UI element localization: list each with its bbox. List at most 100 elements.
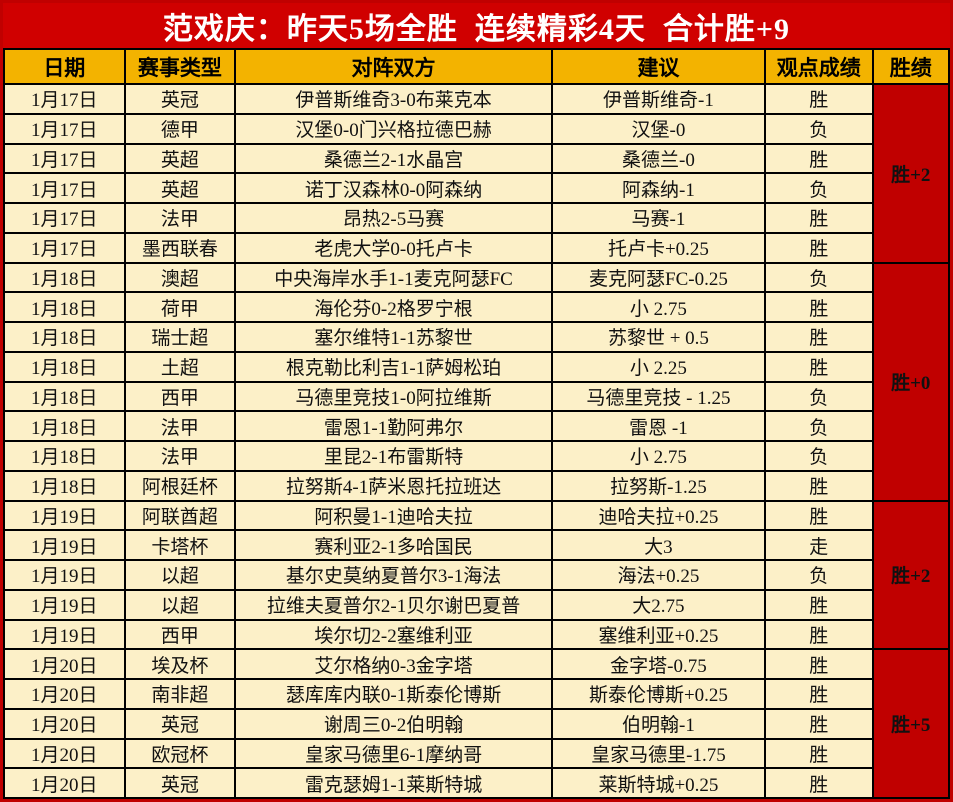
table-row: 1月20日 英冠 雷克瑟姆1-1莱斯特城 莱斯特城+0.25 胜 <box>3 767 949 799</box>
result-cell: 胜 <box>764 202 874 234</box>
column-header-result: 观点成绩 <box>764 48 874 85</box>
table-row: 1月19日 以超 拉维夫夏普尔2-1贝尔谢巴夏普 大2.75 胜 <box>3 588 949 621</box>
league-cell: 英冠 <box>123 707 237 740</box>
league-cell: 阿联酋超 <box>123 499 237 532</box>
league-cell: 荷甲 <box>123 291 237 323</box>
column-header-league: 赛事类型 <box>123 48 237 85</box>
date-cell: 1月20日 <box>3 707 126 740</box>
date-cell: 1月17日 <box>3 142 126 175</box>
tip-cell: 金字塔-0.75 <box>550 648 767 680</box>
tip-cell: 阿森纳-1 <box>550 172 767 204</box>
tip-cell: 大2.75 <box>550 588 767 621</box>
tip-cell: 小 2.75 <box>550 440 767 472</box>
result-cell: 胜 <box>764 291 874 323</box>
match-cell: 阿积曼1-1迪哈夫拉 <box>234 499 553 532</box>
match-cell: 中央海岸水手1-1麦克阿瑟FC <box>234 261 553 294</box>
match-cell: 雷恩1-1勤阿弗尔 <box>234 410 553 442</box>
league-cell: 英冠 <box>123 767 237 799</box>
date-cell: 1月18日 <box>3 380 126 413</box>
tip-cell: 马赛-1 <box>550 202 767 234</box>
result-cell: 负 <box>764 380 874 413</box>
league-cell: 德甲 <box>123 112 237 145</box>
tip-cell: 汉堡-0 <box>550 112 767 145</box>
tip-cell: 托卢卡+0.25 <box>550 231 767 264</box>
match-cell: 塞尔维特1-1苏黎世 <box>234 321 553 353</box>
match-cell: 昂热2-5马赛 <box>234 202 553 234</box>
date-cell: 1月18日 <box>3 350 126 383</box>
table-row: 1月18日 瑞士超 塞尔维特1-1苏黎世 苏黎世 + 0.5 胜 <box>3 321 949 353</box>
date-cell: 1月18日 <box>3 410 126 442</box>
league-cell: 欧冠杯 <box>123 737 237 770</box>
result-cell: 负 <box>764 172 874 204</box>
table-row: 1月17日 英超 诺丁汉森林0-0阿森纳 阿森纳-1 负 <box>3 172 949 204</box>
tip-cell: 塞维利亚+0.25 <box>550 618 767 651</box>
date-cell: 1月20日 <box>3 648 126 680</box>
date-cell: 1月17日 <box>3 231 126 264</box>
match-cell: 瑟库库内联0-1斯泰伦博斯 <box>234 678 553 710</box>
tip-cell: 斯泰伦博斯+0.25 <box>550 678 767 710</box>
result-cell: 胜 <box>764 618 874 651</box>
result-cell: 胜 <box>764 737 874 770</box>
match-cell: 根克勒比利吉1-1萨姆松珀 <box>234 350 553 383</box>
result-cell: 胜 <box>764 469 874 502</box>
table-header-row: 日期 赛事类型 对阵双方 建议 观点成绩 胜绩 <box>3 48 951 85</box>
table-row: 1月18日 阿根廷杯 拉努斯4-1萨米恩托拉班达 拉努斯-1.25 胜 <box>3 469 949 502</box>
date-cell: 1月19日 <box>3 559 126 591</box>
tip-cell: 雷恩 -1 <box>550 410 767 442</box>
match-cell: 艾尔格纳0-3金字塔 <box>234 648 553 680</box>
match-cell: 汉堡0-0门兴格拉德巴赫 <box>234 112 553 145</box>
date-cell: 1月18日 <box>3 440 126 472</box>
table-row: 1月18日 法甲 雷恩1-1勤阿弗尔 雷恩 -1 负 <box>3 410 949 442</box>
table-row: 1月19日 阿联酋超 阿积曼1-1迪哈夫拉 迪哈夫拉+0.25 胜胜+2 <box>3 499 951 651</box>
tip-cell: 小 2.25 <box>550 350 767 383</box>
result-cell: 胜 <box>764 231 874 264</box>
league-cell: 澳超 <box>123 261 237 294</box>
result-cell: 负 <box>764 440 874 472</box>
result-cell: 胜 <box>764 707 874 740</box>
tip-cell: 海法+0.25 <box>550 559 767 591</box>
league-cell: 阿根廷杯 <box>123 469 237 502</box>
league-cell: 英超 <box>123 142 237 175</box>
table-row: 1月18日 西甲 马德里竞技1-0阿拉维斯 马德里竞技 - 1.25 负 <box>3 380 949 413</box>
tip-cell: 马德里竞技 - 1.25 <box>550 380 767 413</box>
match-cell: 拉维夫夏普尔2-1贝尔谢巴夏普 <box>234 588 553 621</box>
result-cell: 胜 <box>764 83 874 115</box>
league-cell: 卡塔杯 <box>123 529 237 561</box>
tip-cell: 麦克阿瑟FC-0.25 <box>550 261 767 294</box>
result-cell: 负 <box>764 559 874 591</box>
league-cell: 土超 <box>123 350 237 383</box>
column-header-match: 对阵双方 <box>234 48 553 85</box>
table-row: 1月20日 英冠 谢周三0-2伯明翰 伯明翰-1 胜 <box>3 707 949 740</box>
table-row: 1月20日 南非超 瑟库库内联0-1斯泰伦博斯 斯泰伦博斯+0.25 胜 <box>3 678 949 710</box>
league-cell: 法甲 <box>123 440 237 472</box>
match-cell: 老虎大学0-0托卢卡 <box>234 231 553 264</box>
table-row: 1月18日 澳超 中央海岸水手1-1麦克阿瑟FC 麦克阿瑟FC-0.25 负胜+0 <box>3 261 951 502</box>
match-cell: 里昆2-1布雷斯特 <box>234 440 553 472</box>
league-cell: 英冠 <box>123 83 237 115</box>
date-cell: 1月20日 <box>3 678 126 710</box>
record-cell: 胜+2 <box>871 83 951 264</box>
date-cell: 1月18日 <box>3 469 126 502</box>
league-cell: 西甲 <box>123 618 237 651</box>
date-cell: 1月19日 <box>3 588 126 621</box>
table-row: 1月18日 荷甲 海伦芬0-2格罗宁根小 2.75 胜 <box>3 291 949 323</box>
date-cell: 1月19日 <box>3 618 126 651</box>
match-cell: 谢周三0-2伯明翰 <box>234 707 553 740</box>
page-title: 范戏庆：昨天5场全胜 连续精彩4天 合计胜+9 <box>3 3 950 48</box>
date-cell: 1月17日 <box>3 202 126 234</box>
tip-cell: 大3 <box>550 529 767 561</box>
match-cell: 桑德兰2-1水晶宫 <box>234 142 553 175</box>
record-cell: 胜+5 <box>871 648 951 799</box>
table-body: 1月17日 英冠 伊普斯维奇3-0布莱克本 伊普斯维奇-1 胜胜+2 1月17日 德甲 汉堡0… <box>3 83 951 799</box>
match-cell: 埃尔切2-2塞维利亚 <box>234 618 553 651</box>
result-cell: 胜 <box>764 142 874 175</box>
table-row: 1月17日 法甲 昂热2-5马赛 马赛-1 胜 <box>3 202 949 234</box>
column-header-record: 胜绩 <box>871 48 951 85</box>
table-row: 1月17日 英超 桑德兰2-1水晶宫 桑德兰-0 胜 <box>3 142 949 175</box>
record-cell: 胜+2 <box>871 499 951 651</box>
league-cell: 以超 <box>123 559 237 591</box>
tip-cell: 皇家马德里-1.75 <box>550 737 767 770</box>
result-cell: 胜 <box>764 350 874 383</box>
table-row: 1月18日 土超 根克勒比利吉1-1萨姆松珀小 2.25 胜 <box>3 350 949 383</box>
league-cell: 埃及杯 <box>123 648 237 680</box>
